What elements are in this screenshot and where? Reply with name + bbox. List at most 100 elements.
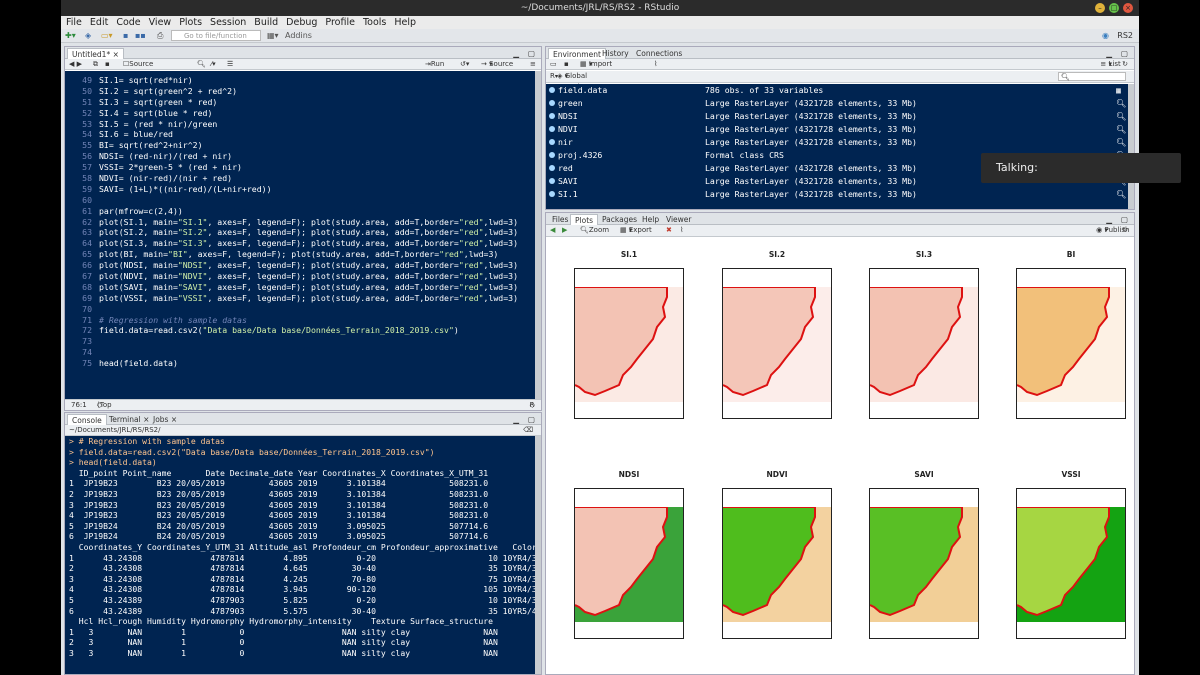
code-line[interactable] [99, 195, 518, 206]
source-on-save-checkbox[interactable]: ☐ Source on Save [123, 60, 154, 90]
code-line[interactable] [99, 347, 518, 358]
tab-packages[interactable]: Packages [602, 215, 637, 224]
tab-help[interactable]: Help [642, 215, 660, 224]
code-area[interactable]: SI.1= sqrt(red*nir) SI.2 = sqrt(green^2 +… [99, 75, 518, 369]
tab-environment[interactable]: Environment [548, 48, 606, 59]
show-in-window-icon[interactable]: ⧉ [93, 60, 98, 68]
console-scrollbar[interactable] [535, 436, 541, 674]
code-line[interactable]: SI.5 = (red * nir)/green [99, 118, 218, 129]
menu-view[interactable]: View [148, 17, 172, 28]
refresh-icon[interactable]: ↻ [1122, 60, 1128, 68]
tab-console[interactable]: Console [67, 414, 107, 425]
clear-console-icon[interactable]: ⌫ [523, 426, 533, 434]
menu-file[interactable]: File [66, 17, 82, 28]
tab-connections[interactable]: Connections [636, 49, 683, 58]
minimize-console-icon[interactable]: ▁ [513, 415, 519, 424]
back-arrow-icon[interactable]: ◀ [550, 226, 556, 234]
env-row[interactable]: nir Large RasterLayer (4321728 elements, … [546, 136, 1126, 149]
code-editor[interactable]: 49 50 51 52 53 54 55 56 57 58 59 60 61 62 63 64 65 66 67 68… [65, 71, 535, 399]
console-output[interactable]: > # Regression with sample datas > field.… [65, 436, 535, 674]
load-workspace-icon[interactable]: ▭ [550, 60, 557, 68]
code-line[interactable]: SI.3 = sqrt(green * red) [99, 96, 218, 107]
search-icon[interactable]: 🔍︎ [1116, 98, 1127, 108]
code-line[interactable]: SAVI= (1+L)*((nir-red)/(L+nir+red)) [99, 183, 272, 194]
environment-search-input[interactable]: 🔍︎ [1058, 72, 1126, 81]
maximize-pane-icon[interactable]: ▢ [527, 49, 535, 58]
broom-icon[interactable]: ⌇ [654, 60, 658, 68]
new-project-icon[interactable]: ◈ [85, 31, 92, 40]
addins-menu[interactable]: Addins [285, 31, 312, 40]
view-mode-select[interactable]: ≡ List ▾ [1100, 60, 1121, 68]
code-line[interactable]: VSSI= 2*green-5 * (red + nir) [99, 162, 242, 173]
minimize-pane-icon[interactable]: ▁ [513, 49, 519, 58]
export-button[interactable]: ▦ Export ▾ [620, 226, 652, 234]
tab-jobs[interactable]: Jobs × [153, 415, 178, 424]
save-workspace-icon[interactable]: ▪ [564, 60, 569, 68]
tab-viewer[interactable]: Viewer [666, 215, 692, 224]
code-line[interactable]: NDSI= (red-nir)/(red + nir) [99, 151, 233, 162]
minimize-env-icon[interactable]: ▁ [1106, 49, 1112, 58]
search-icon[interactable]: 🔍︎ [1116, 111, 1127, 121]
menu-plots[interactable]: Plots [179, 17, 203, 28]
run-button[interactable]: ⇥ Run [425, 60, 445, 68]
menu-help[interactable]: Help [394, 17, 417, 28]
outline-icon[interactable]: ☰ [227, 60, 234, 68]
grid-view-icon[interactable]: ▦ [1116, 85, 1121, 95]
code-line[interactable]: SI.1= sqrt(red*nir) [99, 75, 193, 85]
import-dataset-button[interactable]: ▦ Import Dataset ▾ [580, 60, 616, 79]
nav-arrows-icon[interactable]: ◀ ▶ [69, 60, 82, 68]
new-file-icon[interactable]: ✚▾ [65, 31, 76, 40]
maximize-console-icon[interactable]: ▢ [527, 415, 535, 424]
code-line[interactable]: plot(SI.3, main="SI.3", axes=F, legend=F… [99, 238, 519, 249]
menu-session[interactable]: Session [210, 17, 247, 28]
tab-history[interactable]: History [602, 49, 629, 58]
menu-profile[interactable]: Profile [325, 17, 355, 28]
project-menu[interactable]: RS2 [1117, 31, 1133, 40]
wand-icon[interactable]: ⁄▾ [211, 60, 216, 68]
tab-terminal[interactable]: Terminal × [109, 415, 150, 424]
code-line[interactable]: head(field.data) [99, 358, 178, 369]
code-line[interactable]: field.data=read.csv2("Data base/Data bas… [99, 325, 459, 336]
save-all-icon[interactable]: ▪▪ [135, 31, 146, 40]
code-line[interactable]: plot(NDSI, main="NDSI", axes=F, legend=F… [99, 260, 519, 271]
save-icon[interactable]: ▪ [123, 31, 129, 40]
env-row[interactable]: NDSI Large RasterLayer (4321728 elements,… [546, 110, 1126, 123]
env-row[interactable]: field.data 786 obs. of 33 variables ▦ [546, 84, 1121, 97]
code-line[interactable]: NDVI= (nir-red)/(nir + red) [99, 173, 233, 184]
tab-files[interactable]: Files [552, 215, 569, 224]
open-file-icon[interactable]: ▭▾ [101, 31, 113, 40]
code-line[interactable]: plot(SI.2, main="SI.2", axes=F, legend=F… [99, 227, 519, 238]
code-line[interactable]: plot(VSSI, main="VSSI", axes=F, legend=F… [99, 292, 519, 303]
rerun-icon[interactable]: ↺▾ [460, 60, 470, 68]
global-environment-select[interactable]: R▾ ◈ Global Environment ▾ [550, 72, 609, 91]
env-row[interactable]: SAVI Large RasterLayer (4321728 elements,… [546, 175, 1126, 188]
code-line[interactable]: SI.4 = sqrt(blue * red) [99, 107, 213, 118]
code-line[interactable]: plot(NDVI, main="NDVI", axes=F, legend=F… [99, 271, 519, 282]
code-line[interactable]: SI.6 = blue/red [99, 129, 173, 140]
maximize-env-icon[interactable]: ▢ [1120, 49, 1128, 58]
code-line[interactable] [99, 304, 518, 315]
code-line[interactable] [99, 336, 518, 347]
source-button[interactable]: → Source ▾ [481, 60, 514, 68]
env-row[interactable]: NDVI Large RasterLayer (4321728 elements,… [546, 123, 1126, 136]
scope-indicator[interactable]: (Top Level) ◇ [97, 401, 112, 409]
menu-build[interactable]: Build [254, 17, 279, 28]
search-icon[interactable]: 🔍︎ [1116, 189, 1127, 199]
clear-plots-icon[interactable]: ⌇ [680, 226, 684, 234]
tab-untitled1[interactable]: Untitled1* × [67, 48, 124, 59]
menu-debug[interactable]: Debug [286, 17, 318, 28]
code-line[interactable]: plot(BI, main="BI", axes=F, legend=F); p… [99, 249, 499, 260]
env-scrollbar[interactable] [1128, 84, 1134, 209]
code-line[interactable]: # Regression with sample datas [99, 314, 247, 325]
search-icon[interactable]: 🔍︎ [1116, 124, 1127, 134]
code-line[interactable]: plot(SI.1, main="SI.1", axes=F, legend=F… [99, 216, 519, 227]
forward-arrow-icon[interactable]: ▶ [562, 226, 568, 234]
save-doc-icon[interactable]: ▪ [105, 60, 110, 68]
file-type-indicator[interactable]: R Script ◇ [529, 401, 535, 409]
tab-plots[interactable]: Plots [570, 214, 599, 225]
env-row[interactable]: red Large RasterLayer (4321728 elements, … [546, 162, 1126, 175]
maximize-plots-icon[interactable]: ▢ [1120, 215, 1128, 224]
print-icon[interactable]: ⎙ [157, 31, 164, 40]
search-icon[interactable]: 🔍︎ [197, 60, 206, 68]
